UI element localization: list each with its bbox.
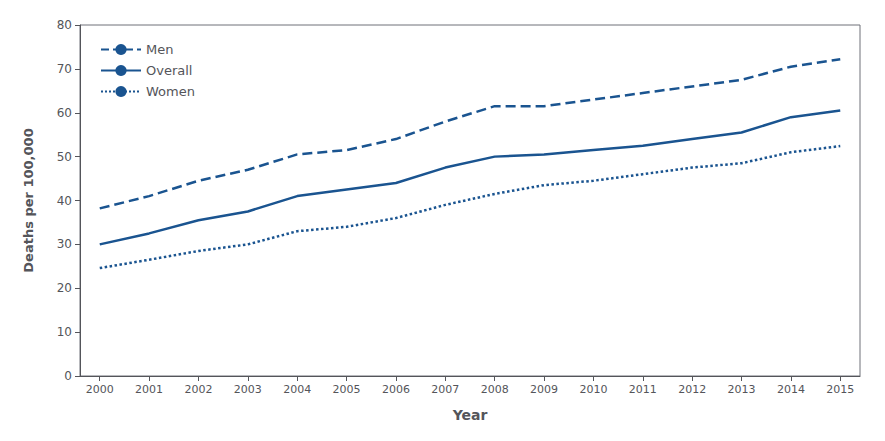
svg-text:2014: 2014 — [777, 383, 805, 396]
svg-text:2012: 2012 — [678, 383, 706, 396]
svg-text:30: 30 — [57, 237, 72, 251]
svg-text:10: 10 — [57, 325, 72, 339]
svg-text:60: 60 — [57, 106, 72, 120]
svg-text:2013: 2013 — [728, 383, 756, 396]
svg-text:70: 70 — [57, 62, 72, 76]
svg-text:0: 0 — [64, 369, 72, 383]
svg-text:40: 40 — [57, 194, 72, 208]
svg-text:Men: Men — [146, 42, 173, 57]
svg-text:2008: 2008 — [481, 383, 509, 396]
svg-text:2000: 2000 — [86, 383, 114, 396]
svg-text:20: 20 — [57, 281, 72, 295]
svg-text:2005: 2005 — [333, 383, 361, 396]
svg-text:2001: 2001 — [135, 383, 163, 396]
svg-text:2003: 2003 — [234, 383, 262, 396]
svg-text:2004: 2004 — [283, 383, 311, 396]
svg-text:50: 50 — [57, 150, 72, 164]
svg-text:2007: 2007 — [431, 383, 459, 396]
svg-text:80: 80 — [57, 18, 72, 32]
svg-text:2002: 2002 — [184, 383, 212, 396]
svg-text:2009: 2009 — [530, 383, 558, 396]
svg-text:Deaths per 100,000: Deaths per 100,000 — [21, 128, 36, 272]
svg-text:Women: Women — [146, 84, 195, 99]
svg-text:Year: Year — [452, 407, 488, 423]
svg-text:2006: 2006 — [382, 383, 410, 396]
svg-text:2011: 2011 — [629, 383, 657, 396]
svg-text:2015: 2015 — [826, 383, 854, 396]
svg-text:2010: 2010 — [579, 383, 607, 396]
svg-text:Overall: Overall — [146, 63, 192, 78]
